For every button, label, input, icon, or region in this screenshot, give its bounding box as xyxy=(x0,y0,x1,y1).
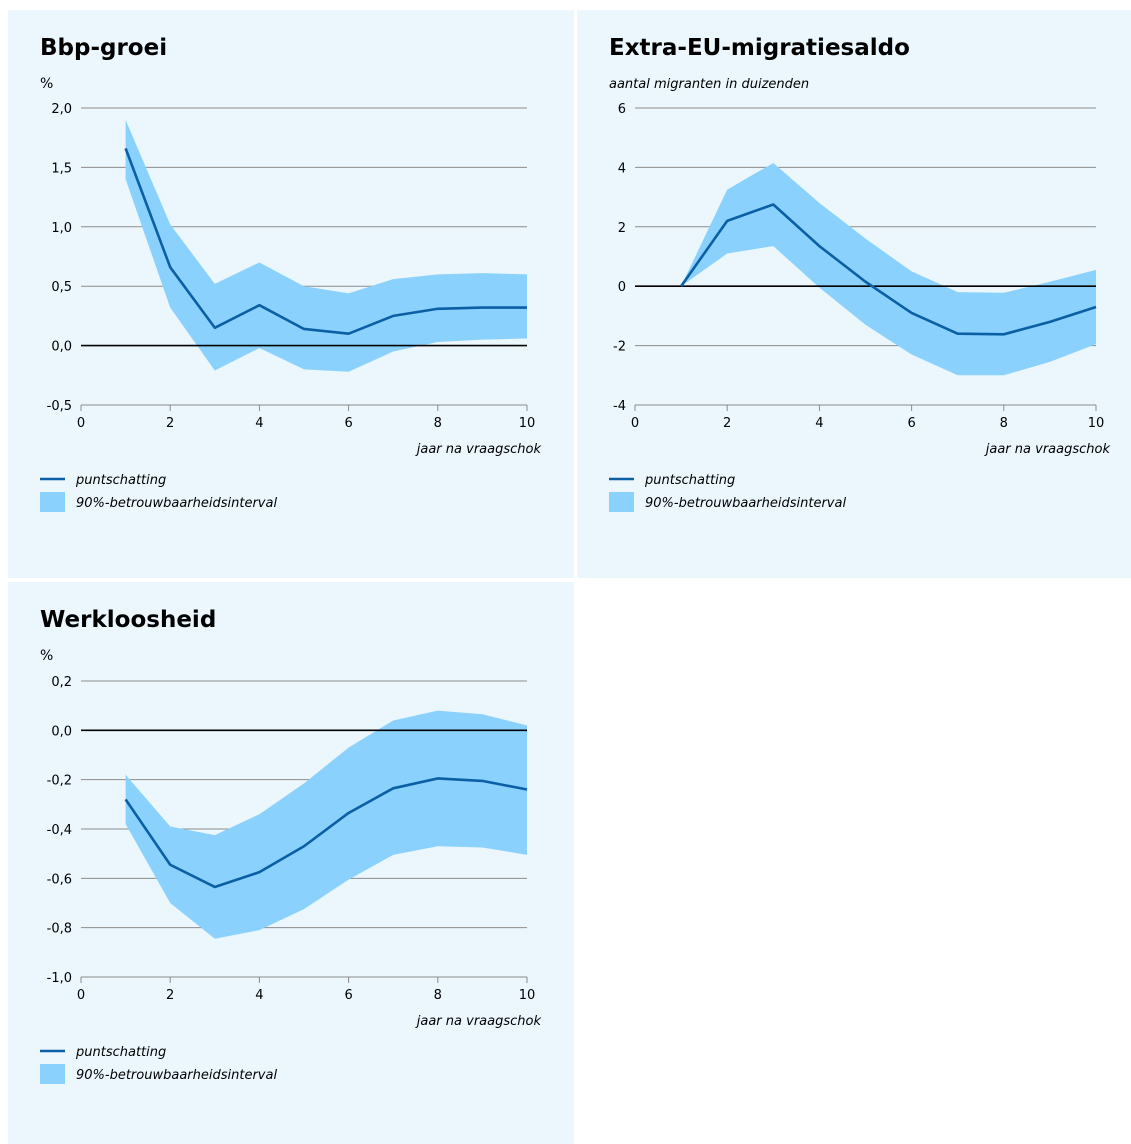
y-tick-label: -0,8 xyxy=(47,922,72,937)
y-tick-label: 0,0 xyxy=(51,340,72,355)
x-tick-label: 8 xyxy=(434,416,442,431)
x-tick-label: 10 xyxy=(1088,416,1105,431)
y-tick-label: -0,2 xyxy=(47,774,72,789)
chart-bbp-groei: Bbp-groei% -0,5 0,0 0,5 1,0 1,5 2,0 0 2 4 6 8 10 jaar… xyxy=(40,35,542,512)
x-tick-label: 6 xyxy=(344,416,352,431)
series-line-puntschatting xyxy=(680,203,1097,336)
legend-label: 90%-betrouwbaarheidsinterval xyxy=(645,496,846,511)
x-tick-label: 10 xyxy=(519,988,536,1003)
series-line-puntschatting xyxy=(124,147,527,336)
y-tick-label: 0,0 xyxy=(51,724,72,739)
confidence-band xyxy=(125,119,527,372)
chart-migratiesaldo: Extra-EU-migratiesaldo aantal migranten i… xyxy=(609,35,1111,512)
y-axis-label: % xyxy=(40,648,53,664)
chart-title: Extra-EU-migratiesaldo xyxy=(609,35,910,61)
y-tick-label: 0,5 xyxy=(51,280,72,295)
y-tick-label: 0,2 xyxy=(51,675,72,690)
y-tick-label: -2 xyxy=(613,340,626,355)
series-line-puntschatting xyxy=(124,777,528,889)
x-tick-label: 4 xyxy=(815,416,823,431)
y-tick-label: 6 xyxy=(618,102,626,117)
chart-panel-bbp-groei: Bbp-groei% -0,5 0,0 0,5 1,0 1,5 2,0 0 2 4 6 8 10 jaar… xyxy=(8,10,574,578)
chart-title: Werkloosheid xyxy=(40,607,216,633)
x-axis-label: jaar na vraagschok xyxy=(984,442,1111,457)
legend-label: puntschatting xyxy=(644,473,735,488)
legend-band-swatch xyxy=(40,1064,65,1084)
x-tick-label: 0 xyxy=(77,416,85,431)
chart-werkloosheid: Werkloosheid% -1,0 -0,8 -0,6 -0,4 -0,2 0,0 0,2 0… xyxy=(40,607,542,1084)
y-tick-label: -0,4 xyxy=(47,823,72,838)
x-tick-label: 6 xyxy=(344,988,352,1003)
y-axis-label: aantal migranten in duizenden xyxy=(609,77,809,92)
x-tick-label: 4 xyxy=(255,988,263,1003)
chart-panel-werkloosheid: Werkloosheid% -1,0 -0,8 -0,6 -0,4 -0,2 0,0 0,2 0… xyxy=(8,582,574,1144)
legend-band-swatch xyxy=(609,492,634,512)
confidence-band xyxy=(681,162,1096,376)
y-tick-label: 4 xyxy=(618,161,626,176)
y-tick-label: -0,5 xyxy=(47,399,72,414)
legend-label: 90%-betrouwbaarheidsinterval xyxy=(76,496,277,511)
x-tick-label: 8 xyxy=(434,988,442,1003)
legend-band-swatch xyxy=(40,492,65,512)
x-tick-label: 0 xyxy=(77,988,85,1003)
chart-panel-migratiesaldo: Extra-EU-migratiesaldo aantal migranten i… xyxy=(577,10,1131,578)
y-tick-label: 0 xyxy=(618,280,626,295)
y-tick-label: -1,0 xyxy=(47,971,72,986)
y-tick-label: 1,0 xyxy=(51,221,72,236)
x-tick-label: 0 xyxy=(631,416,639,431)
x-tick-label: 4 xyxy=(255,416,263,431)
y-tick-label: 1,5 xyxy=(51,161,72,176)
y-axis-label: % xyxy=(40,76,53,92)
y-tick-label: 2 xyxy=(618,221,626,236)
legend-label: puntschatting xyxy=(75,1045,166,1060)
y-tick-label: -0,6 xyxy=(47,872,72,887)
x-tick-label: 2 xyxy=(723,416,731,431)
y-tick-label: -4 xyxy=(613,399,626,414)
x-tick-label: 2 xyxy=(166,988,174,1003)
x-axis-label: jaar na vraagschok xyxy=(415,442,542,457)
x-tick-label: 8 xyxy=(1000,416,1008,431)
x-tick-label: 2 xyxy=(166,416,174,431)
confidence-band xyxy=(125,710,527,939)
x-tick-label: 10 xyxy=(519,416,536,431)
x-axis-label: jaar na vraagschok xyxy=(415,1014,542,1029)
chart-title: Bbp-groei xyxy=(40,35,167,61)
legend-label: 90%-betrouwbaarheidsinterval xyxy=(76,1068,277,1083)
legend-label: puntschatting xyxy=(75,473,166,488)
y-tick-label: 2,0 xyxy=(51,102,72,117)
x-tick-label: 6 xyxy=(907,416,915,431)
